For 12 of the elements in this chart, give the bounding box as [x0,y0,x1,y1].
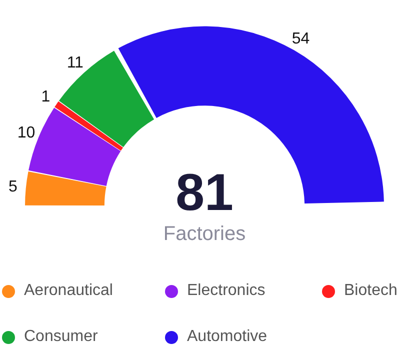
data-label: 5 [8,178,18,196]
data-label: 54 [292,30,310,48]
legend-label: Consumer [23,327,99,347]
data-label: 10 [17,124,36,142]
legend-label: Biotech [343,281,398,301]
legend-label: Electronics [186,281,266,301]
legend-label: Automotive [186,327,268,347]
data-label: 11 [66,54,84,72]
text: Factories [163,222,246,245]
text: 81 [176,164,234,222]
legend-label: Aeronautical [23,281,114,301]
data-label: 1 [41,88,50,106]
